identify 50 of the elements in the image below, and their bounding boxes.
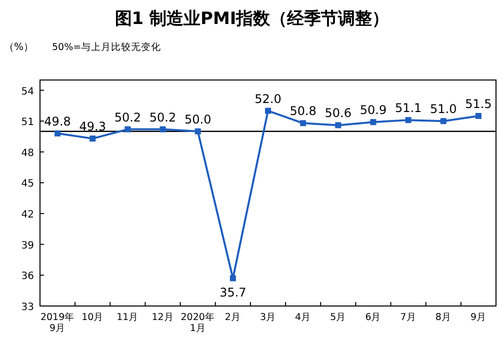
data-label: 35.7 [220,285,246,300]
point [265,108,271,114]
y-axis-title: （%） [4,42,34,53]
chart-title: 图1 制造业PMI指数（经季节调整） [114,9,390,29]
data-label: 50.2 [149,110,176,124]
data-label: 51.0 [430,102,457,116]
y-tick-label: 54 [21,86,34,98]
data-label: 50.8 [290,104,316,118]
point [440,118,446,124]
y-tick-label: 51 [21,117,34,128]
data-label: 50.0 [184,112,212,126]
data-label: 49.8 [44,114,71,128]
x-tick-label: 3月 [260,312,276,323]
ref-line-label: 50%=与上月比较无变化 [52,41,162,53]
point [194,128,201,134]
y-tick-label: 45 [21,178,34,190]
x-tick-label: 8月 [435,312,452,323]
y-tick-label: 36 [21,271,34,282]
data-label: 51.1 [394,101,422,116]
x-tick-label: 10月 [82,312,104,323]
data-label: 50.9 [360,103,387,118]
data-label: 52.0 [254,92,282,106]
point [405,117,412,124]
y-tick-label: 48 [21,148,34,159]
point [90,136,96,142]
data-label: 51.5 [465,96,492,111]
x-tick-label: 2019年 9月 [40,311,75,334]
x-tick-label: 7月 [400,312,416,323]
x-tick-label: 12月 [152,312,174,323]
point [54,130,61,136]
y-tick-label: 39 [21,240,34,252]
x-tick-label: 2020年 1月 [180,311,215,334]
point [370,119,376,126]
y-tick-label: 42 [21,210,34,221]
x-tick-label: 6月 [365,312,382,323]
x-tick-label: 2月 [224,312,241,323]
x-tick-label: 11月 [116,312,139,323]
point [475,112,482,119]
y-tick-label: 33 [21,302,34,313]
point [230,275,236,282]
x-tick-label: 9月 [470,312,486,323]
data-label: 50.2 [114,110,142,124]
point [160,126,166,132]
x-tick-label: 4月 [295,312,312,323]
data-label: 50.6 [324,106,352,120]
point [300,120,306,126]
data-label: 49.3 [79,120,106,134]
point [335,122,342,128]
point [124,126,131,132]
x-tick-label: 5月 [330,312,346,323]
